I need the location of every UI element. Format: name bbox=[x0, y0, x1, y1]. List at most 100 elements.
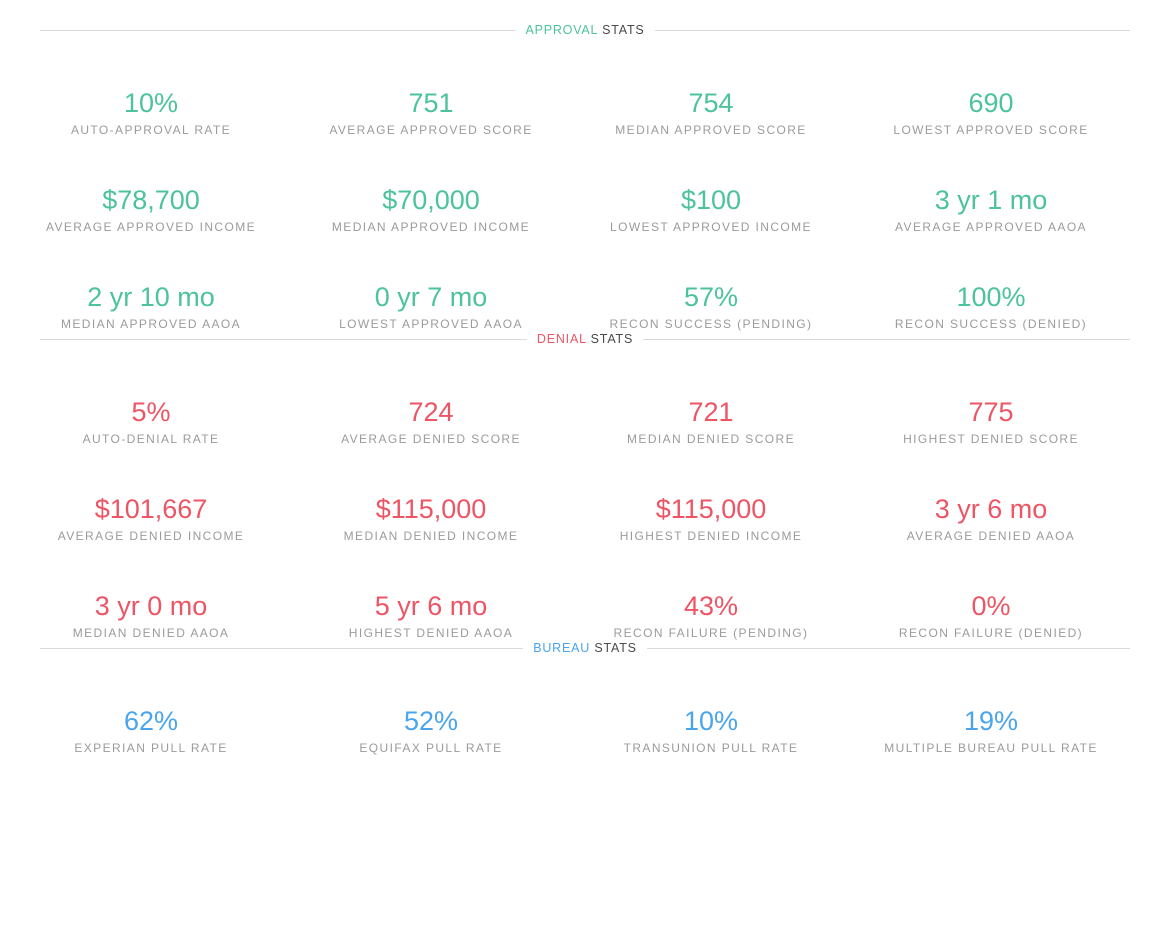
stat-value: 0% bbox=[971, 591, 1011, 621]
divider-line bbox=[40, 338, 527, 340]
stat-value: 52% bbox=[403, 706, 459, 736]
stat-value: 5% bbox=[131, 397, 171, 427]
stat-highest-denied-income: $115,000 HIGHEST DENIED INCOME bbox=[571, 494, 851, 543]
section-title-accent: BUREAU bbox=[533, 641, 591, 655]
stat-label: AVERAGE DENIED SCORE bbox=[341, 432, 521, 446]
stat-value: $115,000 bbox=[375, 494, 487, 524]
section-title-accent: APPROVAL bbox=[525, 23, 598, 37]
stat-label: MEDIAN APPROVED INCOME bbox=[331, 220, 531, 234]
divider-line bbox=[643, 338, 1130, 340]
section-title-suffix: STATS bbox=[590, 332, 634, 346]
stat-value: $100 bbox=[680, 185, 742, 215]
stat-label: HIGHEST DENIED SCORE bbox=[903, 432, 1079, 446]
stat-label: AUTO-APPROVAL RATE bbox=[70, 123, 232, 137]
stat-value: 0 yr 7 mo bbox=[374, 282, 488, 312]
stat-value: 724 bbox=[408, 397, 454, 427]
stat-label: AVERAGE DENIED AAOA bbox=[906, 529, 1076, 543]
stat-label: RECON SUCCESS (PENDING) bbox=[609, 317, 813, 331]
stat-value: 62% bbox=[123, 706, 179, 736]
stat-value: 754 bbox=[688, 88, 734, 118]
stat-value: 57% bbox=[683, 282, 739, 312]
stat-value: 3 yr 6 mo bbox=[934, 494, 1048, 524]
stat-value: $70,000 bbox=[382, 185, 480, 215]
stat-value: 10% bbox=[683, 706, 739, 736]
section-title: DENIAL STATS bbox=[527, 332, 643, 346]
stat-lowest-approved-score: 690 LOWEST APPROVED SCORE bbox=[851, 88, 1131, 137]
section-title: APPROVAL STATS bbox=[515, 23, 654, 37]
stat-label: HIGHEST DENIED AAOA bbox=[348, 626, 514, 640]
stat-label: AVERAGE APPROVED INCOME bbox=[45, 220, 257, 234]
stat-equifax-pull-rate: 52% EQUIFAX PULL RATE bbox=[291, 706, 571, 755]
stat-recon-success-pending: 57% RECON SUCCESS (PENDING) bbox=[571, 282, 851, 331]
stat-value: 775 bbox=[968, 397, 1014, 427]
stat-label: MULTIPLE BUREAU PULL RATE bbox=[884, 741, 1098, 755]
denial-stats-grid: 5% AUTO-DENIAL RATE 724 AVERAGE DENIED S… bbox=[11, 397, 1131, 640]
stat-value: 43% bbox=[683, 591, 739, 621]
section-title-suffix: STATS bbox=[602, 23, 645, 37]
stat-label: MEDIAN DENIED SCORE bbox=[627, 432, 795, 446]
stat-auto-denial-rate: 5% AUTO-DENIAL RATE bbox=[11, 397, 291, 446]
stat-transunion-pull-rate: 10% TRANSUNION PULL RATE bbox=[571, 706, 851, 755]
stat-label: AVERAGE APPROVED AAOA bbox=[895, 220, 1087, 234]
stat-median-denied-score: 721 MEDIAN DENIED SCORE bbox=[571, 397, 851, 446]
divider-line bbox=[654, 29, 1130, 31]
stat-value: 19% bbox=[963, 706, 1019, 736]
stat-label: TRANSUNION PULL RATE bbox=[623, 741, 799, 755]
stat-average-approved-score: 751 AVERAGE APPROVED SCORE bbox=[291, 88, 571, 137]
stat-label: MEDIAN APPROVED SCORE bbox=[615, 123, 807, 137]
stat-value: 5 yr 6 mo bbox=[374, 591, 488, 621]
stat-median-approved-income: $70,000 MEDIAN APPROVED INCOME bbox=[291, 185, 571, 234]
stat-median-denied-income: $115,000 MEDIAN DENIED INCOME bbox=[291, 494, 571, 543]
stat-label: EQUIFAX PULL RATE bbox=[359, 741, 503, 755]
section-title-suffix: STATS bbox=[594, 641, 637, 655]
stat-average-denied-income: $101,667 AVERAGE DENIED INCOME bbox=[11, 494, 291, 543]
divider-line bbox=[40, 29, 516, 31]
approval-stats-grid: 10% AUTO-APPROVAL RATE 751 AVERAGE APPRO… bbox=[11, 88, 1131, 331]
stat-recon-success-denied: 100% RECON SUCCESS (DENIED) bbox=[851, 282, 1131, 331]
stat-auto-approval-rate: 10% AUTO-APPROVAL RATE bbox=[11, 88, 291, 137]
stat-label: MEDIAN DENIED AAOA bbox=[72, 626, 230, 640]
stat-multiple-bureau-pull-rate: 19% MULTIPLE BUREAU PULL RATE bbox=[851, 706, 1131, 755]
stat-median-approved-score: 754 MEDIAN APPROVED SCORE bbox=[571, 88, 851, 137]
section-header-bureau: BUREAU STATS bbox=[40, 640, 1130, 656]
stat-experian-pull-rate: 62% EXPERIAN PULL RATE bbox=[11, 706, 291, 755]
stat-value: 2 yr 10 mo bbox=[87, 282, 215, 312]
stat-value: $78,700 bbox=[102, 185, 200, 215]
stat-median-approved-aaoa: 2 yr 10 mo MEDIAN APPROVED AAOA bbox=[11, 282, 291, 331]
stat-value: 721 bbox=[688, 397, 734, 427]
section-title-accent: DENIAL bbox=[536, 332, 587, 346]
stat-value: 751 bbox=[408, 88, 454, 118]
stat-label: EXPERIAN PULL RATE bbox=[74, 741, 228, 755]
stat-recon-failure-pending: 43% RECON FAILURE (PENDING) bbox=[571, 591, 851, 640]
stat-value: $115,000 bbox=[655, 494, 767, 524]
stat-value: 690 bbox=[968, 88, 1014, 118]
stat-median-denied-aaoa: 3 yr 0 mo MEDIAN DENIED AAOA bbox=[11, 591, 291, 640]
bureau-stats-grid: 62% EXPERIAN PULL RATE 52% EQUIFAX PULL … bbox=[11, 706, 1131, 755]
stat-average-denied-score: 724 AVERAGE DENIED SCORE bbox=[291, 397, 571, 446]
stat-highest-denied-score: 775 HIGHEST DENIED SCORE bbox=[851, 397, 1131, 446]
stat-lowest-approved-income: $100 LOWEST APPROVED INCOME bbox=[571, 185, 851, 234]
stat-average-denied-aaoa: 3 yr 6 mo AVERAGE DENIED AAOA bbox=[851, 494, 1131, 543]
stat-label: LOWEST APPROVED INCOME bbox=[610, 220, 812, 234]
section-header-approval: APPROVAL STATS bbox=[40, 22, 1130, 38]
stat-label: MEDIAN APPROVED AAOA bbox=[60, 317, 242, 331]
stat-label: MEDIAN DENIED INCOME bbox=[343, 529, 519, 543]
stat-highest-denied-aaoa: 5 yr 6 mo HIGHEST DENIED AAOA bbox=[291, 591, 571, 640]
stat-average-approved-aaoa: 3 yr 1 mo AVERAGE APPROVED AAOA bbox=[851, 185, 1131, 234]
stat-value: 100% bbox=[956, 282, 1026, 312]
stat-average-approved-income: $78,700 AVERAGE APPROVED INCOME bbox=[11, 185, 291, 234]
stat-value: $101,667 bbox=[94, 494, 208, 524]
stat-value: 3 yr 0 mo bbox=[94, 591, 208, 621]
stat-recon-failure-denied: 0% RECON FAILURE (DENIED) bbox=[851, 591, 1131, 640]
stat-lowest-approved-aaoa: 0 yr 7 mo LOWEST APPROVED AAOA bbox=[291, 282, 571, 331]
stat-label: HIGHEST DENIED INCOME bbox=[619, 529, 803, 543]
divider-line bbox=[646, 647, 1130, 649]
stat-value: 10% bbox=[123, 88, 179, 118]
section-title: BUREAU STATS bbox=[523, 641, 647, 655]
stat-label: LOWEST APPROVED SCORE bbox=[893, 123, 1089, 137]
stat-label: AVERAGE APPROVED SCORE bbox=[329, 123, 533, 137]
stat-label: RECON FAILURE (DENIED) bbox=[898, 626, 1084, 640]
stat-value: 3 yr 1 mo bbox=[934, 185, 1048, 215]
stat-label: RECON SUCCESS (DENIED) bbox=[894, 317, 1088, 331]
stat-label: AVERAGE DENIED INCOME bbox=[57, 529, 245, 543]
